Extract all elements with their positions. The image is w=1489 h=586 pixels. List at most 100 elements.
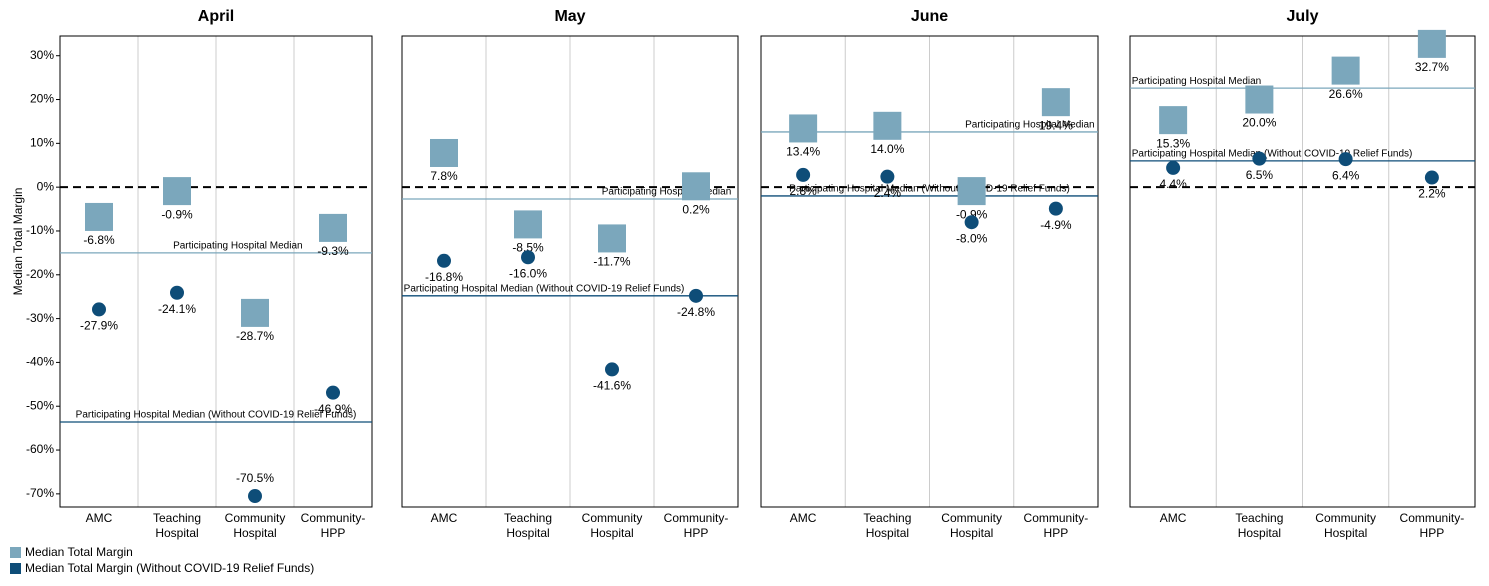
- y-tick-label: 30%: [30, 48, 54, 62]
- y-tick-label: -70%: [26, 486, 54, 500]
- y-tick-label: -60%: [26, 442, 54, 456]
- reference-label: Participating Hospital Median: [602, 187, 732, 198]
- data-label: 19.4%: [1039, 118, 1073, 132]
- data-label: 32.7%: [1415, 60, 1449, 74]
- circle-marker: [605, 362, 619, 377]
- data-label: -28.7%: [236, 329, 274, 343]
- square-marker: [789, 114, 818, 143]
- data-label: -11.7%: [593, 255, 630, 269]
- panel-title: May: [554, 8, 585, 25]
- legend-item: Median Total Margin: [10, 545, 133, 559]
- legend-label: Median Total Margin (Without COVID-19 Re…: [25, 561, 315, 575]
- y-tick-label: -30%: [26, 311, 54, 325]
- square-marker: [1417, 29, 1446, 58]
- plot-frame: [59, 35, 373, 508]
- square-marker: [682, 172, 710, 201]
- x-tick-label: Teaching Hospital: [1235, 511, 1284, 540]
- reference-label: Participating Hospital Median: [173, 241, 303, 252]
- data-label: 2.8%: [789, 184, 817, 198]
- x-tick-label: Community- HPP: [300, 511, 366, 540]
- circle-marker: [689, 288, 703, 303]
- circle-marker: [521, 250, 535, 265]
- y-tick-label: 10%: [30, 136, 54, 150]
- data-label: -70.5%: [236, 471, 274, 485]
- plot-frame: [1129, 35, 1476, 508]
- square-marker: [430, 138, 458, 167]
- legend-label: Median Total Margin: [25, 545, 133, 559]
- x-tick-label: Community- HPP: [1399, 511, 1465, 540]
- data-label: 2.4%: [874, 186, 902, 200]
- data-label: 4.4%: [1159, 177, 1187, 191]
- circle-marker: [880, 169, 895, 184]
- y-tick-label: -10%: [26, 223, 54, 237]
- y-tick-label: 0%: [37, 179, 55, 193]
- data-label: -24.1%: [158, 302, 196, 316]
- x-tick-label: Community Hospital: [1315, 511, 1376, 540]
- y-tick-label: -40%: [26, 355, 54, 369]
- square-marker: [163, 177, 191, 206]
- data-label: 2.2%: [1418, 187, 1446, 201]
- data-label: -0.9%: [956, 207, 988, 221]
- circle-marker: [248, 489, 262, 504]
- x-tick-label: Teaching Hospital: [863, 511, 912, 540]
- square-marker: [1245, 85, 1274, 114]
- reference-label: Participating Hospital Median: [965, 120, 1095, 131]
- square-marker: [957, 177, 986, 206]
- legend-item: Median Total Margin (Without COVID-19 Re…: [10, 561, 314, 575]
- legend-swatch: [10, 546, 21, 558]
- plot-frame: [401, 35, 739, 508]
- reference-label: Participating Hospital Median: [1132, 76, 1262, 87]
- square-marker: [85, 202, 113, 231]
- data-label: -9.3%: [317, 244, 349, 258]
- x-tick-label: Community Hospital: [224, 511, 286, 540]
- plot-frame: [760, 35, 1099, 508]
- circle-marker: [326, 385, 340, 400]
- square-marker: [514, 210, 542, 239]
- y-tick-label: -20%: [26, 267, 54, 281]
- square-marker: [319, 213, 347, 242]
- circle-marker: [1338, 152, 1353, 167]
- reference-label: Participating Hospital Median (Without C…: [76, 410, 357, 421]
- panel-title: April: [198, 8, 234, 25]
- x-tick-label: Community- HPP: [1023, 511, 1089, 540]
- data-label: -16.8%: [425, 270, 463, 284]
- circle-marker: [1424, 170, 1439, 185]
- data-label: 7.8%: [430, 169, 458, 183]
- data-label: 6.4%: [1332, 168, 1360, 182]
- y-tick-label: 20%: [30, 92, 54, 106]
- square-marker: [241, 298, 269, 327]
- square-marker: [1041, 88, 1070, 117]
- x-tick-label: Community Hospital: [941, 511, 1002, 540]
- panel-title: June: [911, 8, 948, 25]
- circle-marker: [92, 302, 106, 317]
- x-tick-label: AMC: [85, 511, 113, 525]
- data-label: 15.3%: [1156, 136, 1190, 150]
- x-tick-label: Teaching Hospital: [152, 511, 202, 540]
- circle-marker: [1252, 151, 1267, 166]
- circle-marker: [1166, 160, 1181, 175]
- circle-marker: [1048, 201, 1063, 216]
- reference-label: Participating Hospital Median (Without C…: [1132, 149, 1413, 160]
- data-label: 26.6%: [1329, 87, 1363, 101]
- square-marker: [1159, 106, 1188, 135]
- data-label: 6.5%: [1246, 168, 1274, 182]
- circle-marker: [170, 285, 184, 300]
- data-label: 13.4%: [786, 145, 820, 159]
- panel-title: July: [1286, 8, 1318, 25]
- data-label: -8.0%: [956, 231, 988, 245]
- reference-label: Participating Hospital Median (Without C…: [789, 184, 1070, 195]
- x-tick-label: AMC: [789, 511, 817, 525]
- data-label: -8.5%: [512, 241, 544, 255]
- data-label: 0.2%: [682, 202, 710, 216]
- x-tick-label: AMC: [1159, 511, 1187, 525]
- x-tick-label: Teaching Hospital: [503, 511, 553, 540]
- circle-marker: [796, 167, 811, 182]
- data-label: -24.8%: [677, 305, 715, 319]
- circle-marker: [437, 253, 451, 268]
- data-label: -46.9%: [314, 402, 352, 416]
- data-label: -6.8%: [83, 233, 115, 247]
- data-label: -16.0%: [509, 266, 547, 280]
- reference-label: Participating Hospital Median (Without C…: [404, 283, 685, 294]
